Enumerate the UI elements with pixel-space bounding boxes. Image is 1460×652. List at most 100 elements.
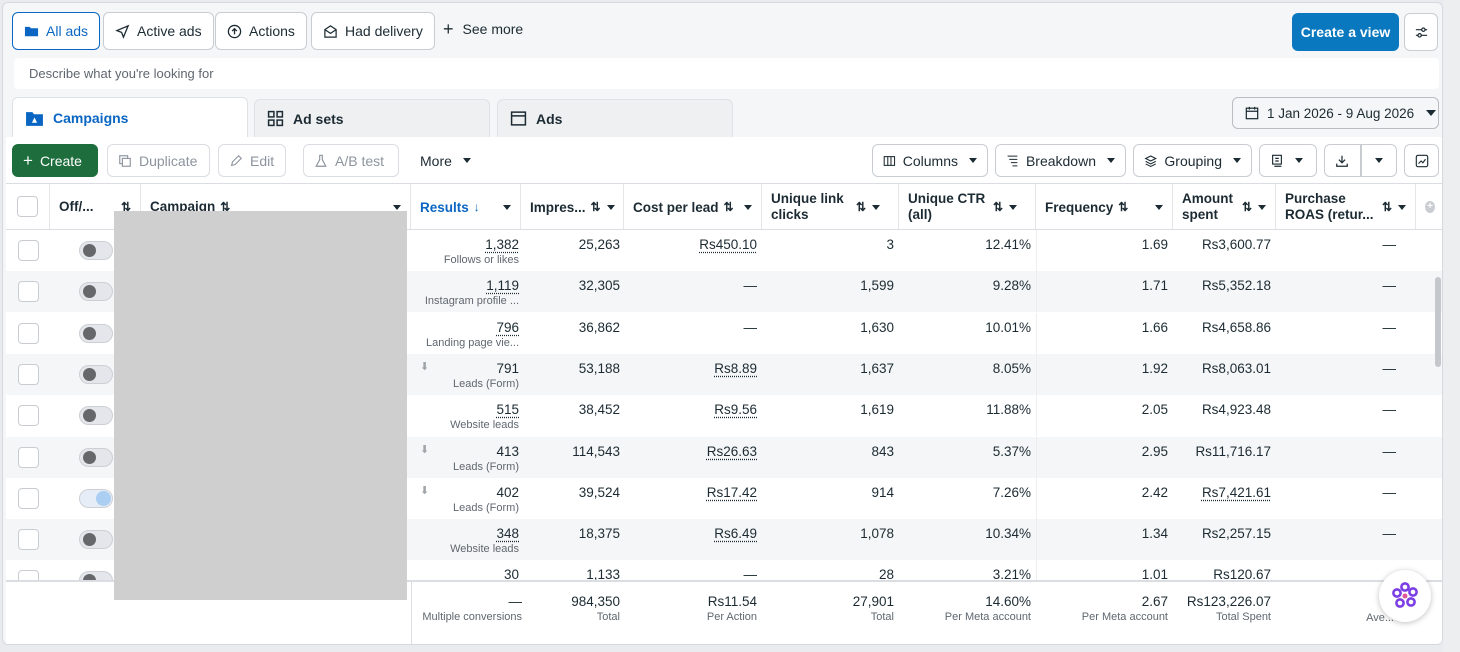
paper-plane-icon	[115, 24, 130, 39]
export-button[interactable]	[1324, 144, 1361, 177]
clicks-cell: 914	[762, 478, 894, 519]
results-value[interactable]: 1,119	[486, 278, 519, 294]
columns-button[interactable]: Columns	[872, 144, 988, 177]
grouping-label: Grouping	[1164, 152, 1222, 169]
results-cell: 1,119 Instagram profile ...	[411, 271, 519, 312]
filter-had-delivery[interactable]: Had delivery	[311, 12, 435, 50]
add-column-button[interactable]: +	[1416, 184, 1442, 230]
ctr-value: 8.05%	[992, 360, 1031, 376]
breakdown-label: Breakdown	[1025, 152, 1096, 169]
ads-manager-frame: All ads Active ads Actions Had delivery …	[2, 2, 1443, 645]
chevron-down-icon	[1295, 158, 1303, 163]
row-select-checkbox[interactable]	[18, 240, 39, 261]
page-scrollbar-track[interactable]	[1443, 0, 1460, 652]
ctr-value: 12.41%	[985, 237, 1031, 252]
search-input[interactable]: Describe what you're looking for	[14, 58, 1439, 89]
row-select-checkbox[interactable]	[18, 529, 39, 551]
ctr-cell: 11.88%	[899, 395, 1031, 436]
column-header-impressions[interactable]: Impres... ⇅	[521, 184, 624, 230]
column-header-unique-ctr[interactable]: Unique CTR (all) ⇅	[899, 184, 1036, 230]
edit-button[interactable]: Edit	[218, 144, 286, 177]
campaign-status-toggle[interactable]	[79, 447, 113, 467]
sort-icon: ⇅	[590, 200, 601, 214]
column-header-off-on[interactable]: Off/... ⇅	[50, 184, 141, 230]
results-value[interactable]: 413	[496, 443, 519, 459]
clicks-cell: 1,078	[762, 519, 894, 560]
create-view-button[interactable]: Create a view	[1292, 13, 1399, 51]
date-range-picker[interactable]: 1 Jan 2026 - 9 Aug 2026	[1232, 97, 1439, 129]
total-impressions-value: 984,350	[571, 594, 620, 609]
impressions-value: 36,862	[578, 319, 620, 335]
result-type-label: Website leads	[450, 419, 519, 432]
results-value[interactable]: 796	[496, 319, 519, 335]
chevron-down-icon	[503, 204, 511, 210]
ctr-value: 9.28%	[992, 278, 1031, 294]
column-header-cost-per-lead[interactable]: Cost per lead ⇅	[624, 184, 762, 230]
filter-all-ads[interactable]: All ads	[12, 12, 101, 50]
flask-icon	[315, 154, 327, 167]
campaign-status-toggle[interactable]	[79, 364, 113, 384]
more-menu-button[interactable]: More	[410, 144, 480, 177]
see-more-button[interactable]: + See more	[443, 20, 523, 38]
results-value[interactable]: 30	[503, 567, 519, 583]
results-value[interactable]: 402	[496, 484, 519, 500]
row-select-checkbox[interactable]	[18, 322, 39, 344]
export-options-button[interactable]	[1361, 144, 1397, 177]
ai-assistant-button[interactable]	[1379, 570, 1431, 622]
column-header-unique-link-clicks[interactable]: Unique link clicks ⇅	[762, 184, 899, 230]
filter-actions[interactable]: Actions	[215, 12, 307, 50]
create-button[interactable]: + Create	[12, 144, 98, 177]
table-row[interactable]: ⬇ 402 Leads (Form) 39,524 Rs17.42 914 7.26% 2.4…	[6, 477, 1442, 519]
row-select-checkbox[interactable]	[18, 281, 39, 303]
grouping-button[interactable]: Grouping	[1133, 144, 1252, 177]
row-select-checkbox[interactable]	[18, 446, 39, 468]
select-all-checkbox[interactable]	[17, 196, 38, 217]
tab-campaigns[interactable]: Campaigns	[12, 97, 248, 138]
campaign-status-toggle[interactable]	[79, 323, 113, 343]
reports-button[interactable]	[1259, 144, 1317, 177]
breakdown-button[interactable]: Breakdown	[995, 144, 1126, 177]
report-stack-icon	[1272, 154, 1282, 167]
row-select-checkbox[interactable]	[18, 487, 39, 509]
download-leads-icon[interactable]: ⬇	[420, 484, 430, 497]
campaign-status-toggle[interactable]	[79, 406, 113, 426]
impressions-value: 53,188	[578, 360, 620, 376]
view-charts-button[interactable]	[1404, 144, 1439, 177]
chevron-down-icon	[744, 204, 752, 210]
campaign-status-toggle[interactable]	[79, 282, 113, 302]
table-row[interactable]: 1,382 Follows or likes 25,263 Rs450.10 3 12.4…	[6, 230, 1442, 271]
row-select-checkbox[interactable]	[18, 405, 39, 427]
total-results-caption: Multiple conversions	[422, 611, 522, 623]
table-row[interactable]: 515 Website leads 38,452 Rs9.56 1,619 11.88% 2…	[6, 395, 1442, 437]
view-settings-button[interactable]	[1404, 13, 1438, 51]
results-cell: 515 Website leads	[411, 395, 519, 436]
column-header-purchase-roas[interactable]: Purchase ROAS (retur... ⇅	[1276, 184, 1416, 230]
chevron-down-icon	[1398, 204, 1406, 210]
roas-value: —	[1382, 402, 1397, 418]
chevron-down-icon	[1107, 158, 1115, 163]
download-leads-icon[interactable]: ⬇	[420, 443, 430, 456]
table-row[interactable]: 796 Landing page vie... 36,862 — 1,630 10.01%…	[6, 312, 1442, 354]
results-value[interactable]: 348	[496, 526, 519, 542]
tab-ads[interactable]: Ads	[497, 99, 733, 137]
results-value[interactable]: 791	[496, 360, 519, 376]
duplicate-button[interactable]: Duplicate	[107, 144, 210, 177]
column-header-frequency[interactable]: Frequency ⇅	[1036, 184, 1173, 230]
roas-value: —	[1382, 237, 1397, 252]
campaign-status-toggle[interactable]	[79, 241, 113, 260]
cpl-value: Rs6.49	[714, 526, 757, 542]
download-leads-icon[interactable]: ⬇	[420, 360, 430, 373]
results-value[interactable]: 1,382	[485, 237, 519, 252]
row-select-checkbox[interactable]	[18, 363, 39, 385]
tab-ad-sets[interactable]: Ad sets	[254, 99, 490, 137]
column-header-results[interactable]: Results ↓	[411, 184, 521, 230]
results-value[interactable]: 515	[496, 402, 519, 418]
filter-active-ads[interactable]: Active ads	[103, 12, 214, 50]
freq-cell: 1.69	[1036, 230, 1168, 271]
campaign-status-toggle[interactable]	[79, 530, 113, 550]
campaign-status-toggle[interactable]	[79, 488, 113, 508]
column-header-amount-spent[interactable]: Amount spent ⇅	[1173, 184, 1276, 230]
vertical-scrollbar[interactable]	[1435, 277, 1441, 367]
ab-test-button[interactable]: A/B test	[303, 144, 399, 177]
results-cell: 791 Leads (Form)	[411, 354, 519, 395]
